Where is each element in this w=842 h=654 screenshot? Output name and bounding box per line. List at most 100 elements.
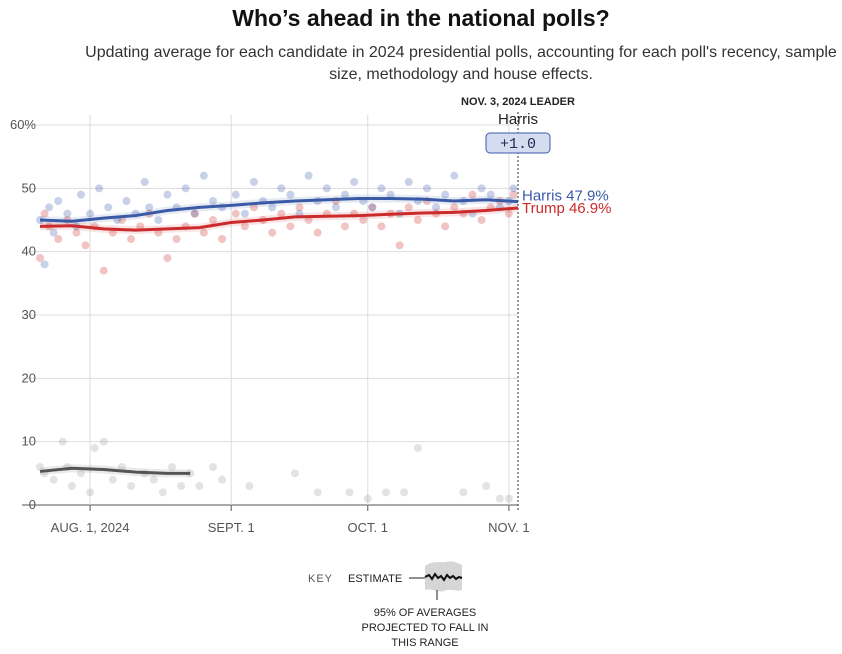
poll-dot-trump	[286, 222, 295, 231]
poll-dot-trump	[218, 235, 227, 243]
leader-name: Harris	[498, 111, 538, 128]
poll-dot-trump	[240, 222, 249, 231]
poll-dot-harris	[154, 216, 163, 224]
poll-dot-harris	[86, 209, 95, 218]
poll-dots-layer	[36, 171, 518, 503]
poll-dot-harris	[377, 184, 386, 193]
poll-dot-harris	[181, 184, 190, 193]
x-tick-label: AUG. 1, 2024	[51, 520, 130, 535]
poll-dot-other	[345, 488, 354, 497]
poll-dot-trump	[368, 203, 377, 212]
poll-dot-harris	[422, 184, 431, 193]
poll-dot-other	[413, 444, 422, 452]
poll-dot-harris	[49, 228, 58, 237]
poll-dot-other	[482, 482, 491, 490]
poll-dot-other	[218, 475, 227, 484]
poll-dot-other	[195, 482, 204, 490]
poll-dot-trump	[54, 235, 63, 243]
poll-dot-trump	[163, 254, 172, 262]
poll-dot-trump	[136, 222, 145, 231]
poll-dot-harris	[122, 197, 131, 205]
poll-dot-trump	[395, 241, 404, 250]
poll-dot-other	[49, 475, 58, 484]
poll-dot-harris	[95, 184, 104, 193]
key-range-band	[425, 561, 462, 592]
poll-dot-trump	[509, 190, 518, 199]
poll-dot-other	[504, 494, 513, 503]
y-tick-label: 10	[22, 434, 36, 449]
poll-dot-harris	[249, 178, 258, 186]
poll-dot-other	[290, 469, 299, 478]
poll-dot-trump	[268, 228, 277, 237]
poll-dot-harris	[45, 203, 54, 212]
key-estimate-label: ESTIMATE	[348, 573, 402, 585]
poll-dot-trump	[36, 254, 44, 262]
series-end-label-1: Trump 46.9%	[522, 200, 611, 217]
key-estimate-line	[424, 572, 463, 582]
poll-dot-harris	[331, 203, 340, 212]
poll-dot-other	[90, 444, 99, 452]
poll-dot-trump	[172, 235, 181, 243]
poll-dot-other	[67, 482, 76, 490]
poll-dot-other	[127, 482, 136, 490]
poll-dot-harris	[40, 260, 49, 269]
leader-heading: NOV. 3, 2024 LEADER	[461, 96, 575, 108]
poll-dot-trump	[413, 216, 422, 224]
poll-dot-harris	[486, 190, 495, 199]
poll-dot-trump	[40, 209, 49, 218]
poll-dot-trump	[81, 241, 90, 250]
chart-title: Who’s ahead in the national polls?	[232, 5, 610, 31]
poll-dot-other	[76, 469, 85, 478]
poll-dot-other	[117, 463, 126, 471]
poll-dot-harris	[441, 190, 450, 199]
poll-dot-other	[381, 488, 390, 497]
series-line-0	[39, 196, 519, 223]
poll-dot-trump	[277, 209, 286, 218]
series-line-2	[39, 466, 191, 475]
poll-dot-trump	[190, 209, 199, 218]
poll-dot-trump	[468, 190, 477, 199]
poll-dot-harris	[190, 209, 199, 218]
poll-dot-other	[86, 488, 95, 497]
poll-dot-trump	[199, 228, 208, 237]
poll-dot-harris	[404, 178, 413, 186]
poll-dot-other	[99, 437, 108, 446]
key-note-line-1: 95% OF AVERAGES	[374, 607, 477, 619]
leader-margin-box	[485, 132, 551, 154]
leader-margin: +1.0	[500, 136, 536, 153]
x-tick-label: NOV. 1	[488, 520, 529, 535]
grid-layer	[22, 112, 519, 511]
poll-dot-other	[245, 482, 254, 490]
poll-dot-trump	[72, 228, 81, 237]
y-tick-label: 30	[22, 307, 36, 322]
poll-dot-harris	[145, 203, 154, 212]
poll-dot-harris	[432, 203, 441, 212]
poll-dot-trump	[127, 235, 136, 243]
poll-dot-harris	[386, 190, 395, 199]
poll-dot-trump	[377, 222, 386, 231]
poll-dot-harris	[199, 171, 208, 180]
poll-dot-harris	[231, 190, 240, 199]
band-layer	[40, 194, 518, 478]
series-end-label-0: Harris 47.9%	[522, 188, 609, 205]
poll-dot-harris	[304, 171, 313, 180]
y-tick-label: 0	[29, 497, 36, 512]
poll-dot-trump	[404, 203, 413, 212]
y-tick-label: 60%	[10, 117, 36, 132]
poll-dot-harris	[450, 171, 459, 180]
poll-dot-trump	[295, 203, 304, 212]
average-lines-layer	[39, 196, 519, 475]
poll-dot-trump	[441, 222, 450, 231]
poll-dot-harris	[341, 190, 350, 199]
poll-dot-trump	[450, 203, 459, 212]
poll-dot-trump	[504, 209, 513, 218]
poll-dot-other	[400, 488, 409, 497]
poll-dot-harris	[163, 190, 172, 199]
poll-dot-harris	[286, 190, 295, 199]
key-note-line-3: THIS RANGE	[391, 637, 458, 649]
poll-dot-other	[177, 482, 186, 490]
labels-layer: 0 10 20 30 40 50 60% AUG. 1, 2024 SEPT. 1 OCT. 1 N…	[10, 117, 612, 535]
chart-subtitle: Updating average for each candidate in 2…	[85, 44, 837, 83]
poll-dot-harris	[76, 190, 85, 199]
